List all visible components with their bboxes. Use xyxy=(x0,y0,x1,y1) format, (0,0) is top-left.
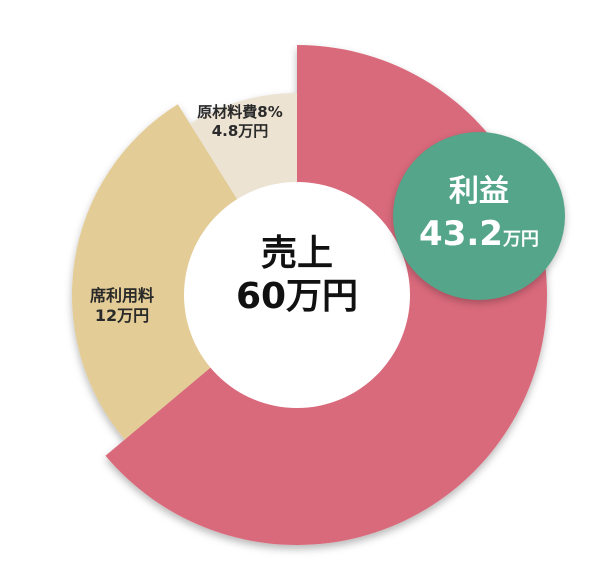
seat-fee-name: 席利用料 xyxy=(89,286,154,305)
profit-unit: 万円 xyxy=(502,229,539,250)
profit-name: 利益 xyxy=(449,174,509,209)
materials-value: 4.8万円 xyxy=(211,121,269,140)
slice-label-materials: 原材料費8% 4.8万円 xyxy=(175,103,305,141)
profit-value: 43.2万円 xyxy=(393,214,565,254)
profit-badge: 利益 43.2万円 xyxy=(393,132,565,300)
center-title: 売上 xyxy=(260,233,333,274)
seat-fee-value: 12万円 xyxy=(94,306,150,325)
donut-hole xyxy=(184,182,410,408)
center-value: 60万円 xyxy=(235,276,359,318)
profit-amount: 43.2 xyxy=(419,214,503,254)
slice-label-seat-fee: 席利用料 12万円 xyxy=(62,286,182,326)
materials-name: 原材料費8% xyxy=(197,103,283,121)
slice-seat-fee xyxy=(71,104,297,440)
center-label: 売上 60万円 xyxy=(197,232,397,318)
